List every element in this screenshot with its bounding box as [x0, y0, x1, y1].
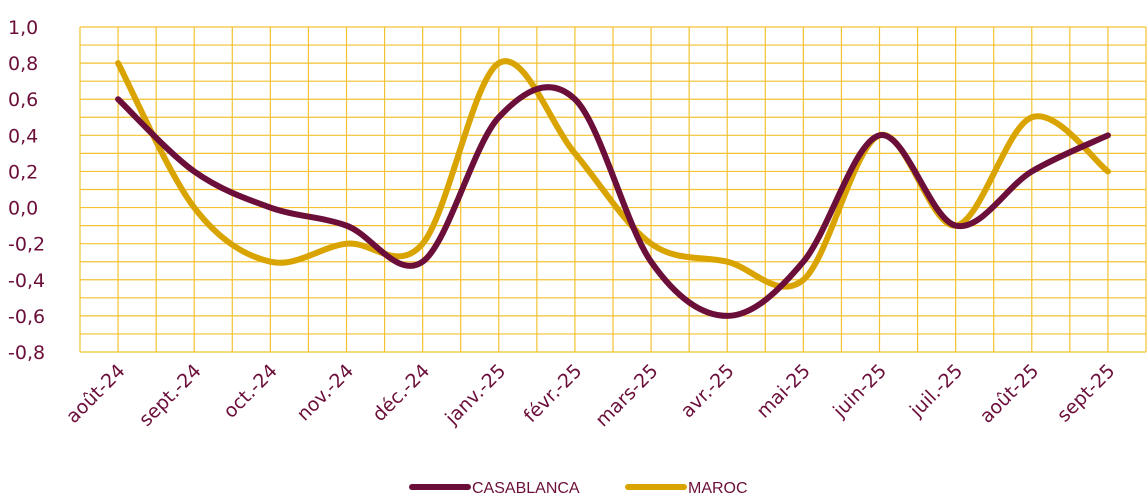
x-tick-label: août-24 — [62, 360, 130, 428]
x-tick-label: févr.-25 — [519, 360, 586, 427]
y-tick-label: 0,8 — [8, 53, 38, 75]
legend: CASABLANCA MAROC — [409, 480, 748, 496]
x-tick-label: mai-25 — [752, 360, 815, 423]
y-tick-label: 0,6 — [8, 89, 38, 111]
y-axis-ticks: 1,0 0,8 0,6 0,4 0,2 0,0 -0,2 -0,4 -0,6 -0,8 — [8, 17, 45, 364]
x-tick-label: août-25 — [976, 360, 1044, 428]
x-tick-label: déc.-24 — [368, 360, 434, 426]
legend-label: MAROC — [688, 480, 748, 496]
x-tick-label: juin-25 — [828, 360, 891, 423]
series-line-casablanca — [115, 84, 1111, 319]
x-tick-label: janv.-25 — [440, 360, 510, 430]
x-tick-label: mars-25 — [591, 360, 662, 431]
y-tick-label: -0,8 — [8, 342, 45, 364]
y-tick-label: -0,2 — [8, 234, 45, 256]
x-tick-label: oct.-24 — [219, 360, 282, 423]
legend-label: CASABLANCA — [472, 480, 580, 496]
y-tick-label: 0,4 — [8, 125, 38, 147]
x-tick-label: avr.-25 — [677, 360, 739, 422]
y-tick-label: 1,0 — [8, 17, 38, 39]
x-tick-label: juil.-25 — [905, 360, 967, 422]
x-tick-label: sept.-24 — [135, 360, 206, 431]
grid — [79, 26, 1147, 353]
y-tick-label: -0,6 — [8, 306, 45, 328]
x-tick-label: nov.-24 — [293, 360, 358, 425]
series-lines — [115, 58, 1111, 319]
y-tick-label: 0,2 — [8, 161, 38, 183]
x-axis-ticks: août-24 sept.-24 oct.-24 nov.-24 déc.-24 janv… — [62, 360, 1120, 431]
y-tick-label: -0,4 — [8, 270, 45, 292]
x-tick-label: sept-25 — [1053, 360, 1120, 427]
y-tick-label: 0,0 — [8, 198, 38, 220]
